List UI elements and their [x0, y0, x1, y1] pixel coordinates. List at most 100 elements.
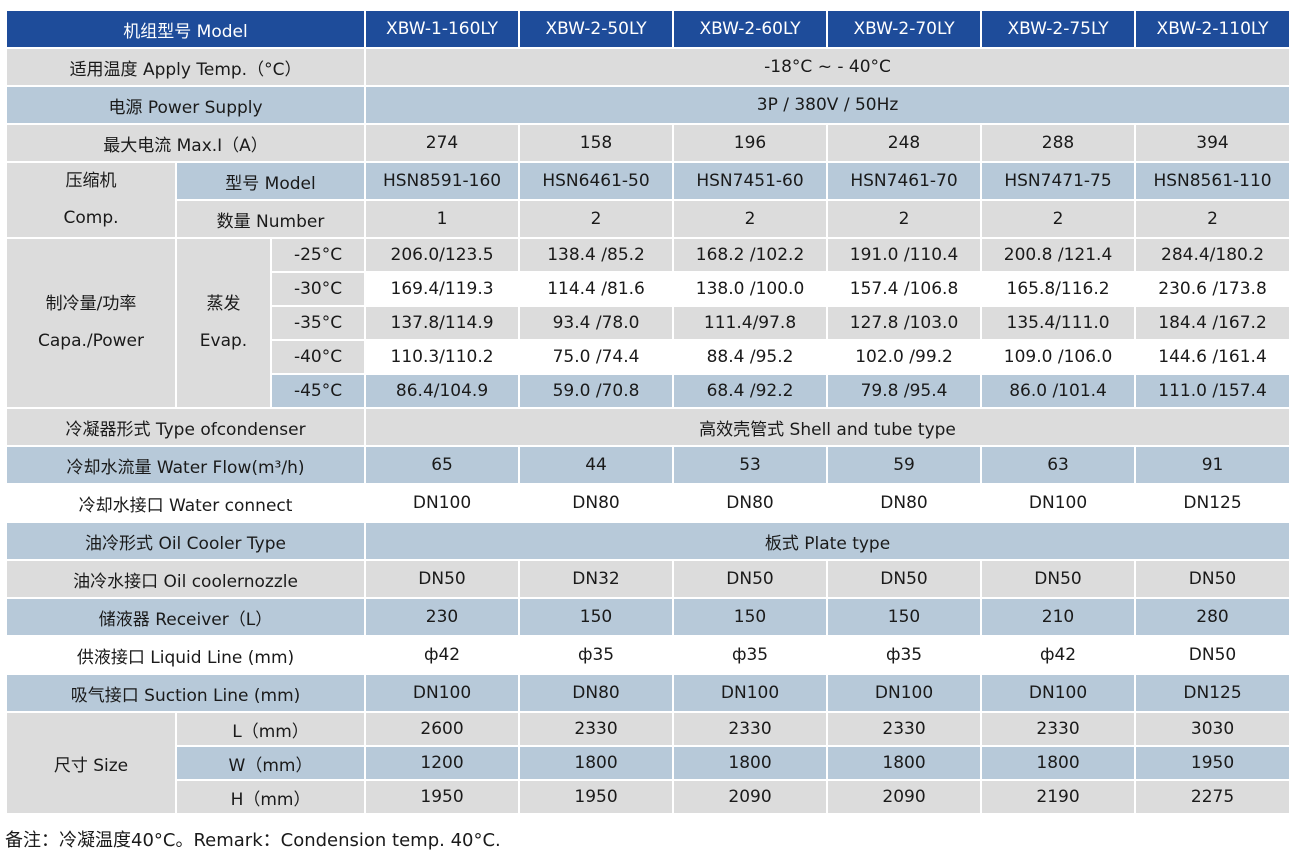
liquid-line-cell: ф35: [672, 635, 829, 675]
capacity-cell: 191.0 /110.4: [826, 237, 983, 273]
evap-temp: -35°C: [269, 305, 367, 341]
suction-line-label: 吸气接口 Suction Line (mm): [4, 673, 367, 713]
suction-line-cell: DN100: [672, 673, 829, 713]
water-flow-cell: 65: [364, 445, 521, 485]
compressor-model-cell: HSN6461-50: [518, 161, 675, 201]
capacity-cell: 284.4/180.2: [1134, 237, 1292, 273]
capacity-cell: 93.4 /78.0: [518, 305, 675, 341]
water-connect-label: 冷却水接口 Water connect: [4, 483, 367, 523]
size-cell: 2190: [980, 779, 1137, 815]
oil-cooler-type-row: 油冷形式 Oil Cooler Type 板式 Plate type: [4, 521, 1292, 561]
receiver-row: 储液器 Receiver（L） 230 150 150 150 210 280: [4, 597, 1292, 637]
capacity-cell: 75.0 /74.4: [518, 339, 675, 375]
water-flow-cell: 44: [518, 445, 675, 485]
max-current-cell: 158: [518, 123, 675, 163]
size-cell: 1800: [826, 745, 983, 781]
size-cell: 3030: [1134, 711, 1292, 747]
receiver-cell: 150: [672, 597, 829, 637]
evap-temp: -25°C: [269, 237, 367, 273]
capacity-row: -30°C 169.4/119.3 114.4 /81.6 138.0 /100…: [6, 271, 1292, 307]
suction-line-cell: DN100: [364, 673, 521, 713]
oil-cooler-type-label: 油冷形式 Oil Cooler Type: [4, 521, 367, 561]
compressor-label-cn: 压缩机: [65, 171, 117, 191]
capacity-cell: 184.4 /167.2: [1134, 305, 1292, 341]
liquid-line-cell: ф42: [364, 635, 521, 675]
liquid-line-cell: ф42: [980, 635, 1137, 675]
water-flow-cell: 63: [980, 445, 1137, 485]
compressor-model-cell: HSN7471-75: [980, 161, 1137, 201]
suction-line-row: 吸气接口 Suction Line (mm) DN100 DN80 DN100 …: [4, 673, 1292, 713]
size-cell: 2330: [826, 711, 983, 747]
oil-nozzle-cell: DN50: [1134, 559, 1292, 599]
capacity-row: 制冷量/功率 Capa./Power 蒸发 Evap. -25°C 206.0/…: [5, 237, 1292, 409]
size-row: 尺寸 Size L（mm） 2600 2330 2330 2330 2330 3…: [5, 711, 1292, 815]
oil-nozzle-cell: DN50: [672, 559, 829, 599]
capacity-cell: 169.4/119.3: [364, 271, 521, 307]
power-supply-row: 电源 Power Supply 3P / 380V / 50Hz: [4, 85, 1292, 125]
suction-line-cell: DN125: [1134, 673, 1292, 713]
oil-nozzle-cell: DN50: [364, 559, 521, 599]
size-cell: 1800: [980, 745, 1137, 781]
capacity-cell: 206.0/123.5: [364, 237, 521, 273]
size-cell: 2090: [672, 779, 829, 815]
size-cell: 1950: [1134, 745, 1292, 781]
size-dim: H（mm）: [174, 779, 367, 815]
model-header-label: 机组型号 Model: [4, 9, 367, 49]
model-header-5: XBW-2-75LY: [980, 9, 1137, 49]
capacity-label-cn: 制冷量/功率: [45, 294, 137, 314]
size-cell: 2090: [826, 779, 983, 815]
model-header-6: XBW-2-110LY: [1134, 9, 1292, 49]
size-dim: L（mm）: [174, 711, 367, 747]
receiver-cell: 150: [518, 597, 675, 637]
water-connect-cell: DN125: [1134, 483, 1292, 523]
capacity-row: -45°C 86.4/104.9 59.0 /70.8 68.4 /92.2 7…: [6, 373, 1292, 409]
evap-temp: -45°C: [269, 373, 367, 409]
suction-line-cell: DN100: [980, 673, 1137, 713]
size-cell: 1800: [518, 745, 675, 781]
capacity-cell: 138.4 /85.2: [518, 237, 675, 273]
size-dim: W（mm）: [174, 745, 367, 781]
capacity-cell: 138.0 /100.0: [672, 271, 829, 307]
size-label: 尺寸 Size: [5, 711, 177, 815]
capacity-row: -35°C 137.8/114.9 93.4 /78.0 111.4/97.8 …: [6, 305, 1292, 341]
size-cell: 2275: [1134, 779, 1292, 815]
liquid-line-cell: ф35: [826, 635, 983, 675]
size-cell: 1950: [364, 779, 521, 815]
size-cell: 1950: [518, 779, 675, 815]
compressor-number-row: 数量 Number 1 2 2 2 2 2: [6, 199, 1292, 239]
size-row: H（mm） 1950 1950 2090 2090 2190 2275: [6, 779, 1292, 815]
max-current-row: 最大电流 Max.I（A） 274 158 196 248 288 394: [4, 123, 1292, 163]
capacity-cell: 109.0 /106.0: [980, 339, 1137, 375]
compressor-number-label: 数量 Number: [174, 199, 367, 239]
max-current-cell: 248: [826, 123, 983, 163]
water-connect-cell: DN100: [980, 483, 1137, 523]
spec-table: 机组型号 Model XBW-1-160LY XBW-2-50LY XBW-2-…: [4, 9, 1292, 815]
water-flow-cell: 91: [1134, 445, 1292, 485]
liquid-line-cell: DN50: [1134, 635, 1292, 675]
compressor-number-cell: 2: [672, 199, 829, 239]
evap-temp: -40°C: [269, 339, 367, 375]
power-supply-label: 电源 Power Supply: [4, 85, 367, 125]
water-connect-cell: DN80: [826, 483, 983, 523]
liquid-line-row: 供液接口 Liquid Line (mm) ф42 ф35 ф35 ф35 ф4…: [4, 635, 1292, 675]
compressor-model-cell: HSN8591-160: [364, 161, 521, 201]
capacity-cell: 157.4 /106.8: [826, 271, 983, 307]
model-header-2: XBW-2-50LY: [518, 9, 675, 49]
liquid-line-cell: ф35: [518, 635, 675, 675]
capacity-cell: 110.3/110.2: [364, 339, 521, 375]
apply-temp-label: 适用温度 Apply Temp.（°C）: [4, 47, 367, 87]
water-flow-cell: 59: [826, 445, 983, 485]
evap-temp: -30°C: [269, 271, 367, 307]
remark-note: 备注：冷凝温度40°C。Remark：Condension temp. 40°C…: [5, 830, 501, 851]
capacity-cell: 230.6 /173.8: [1134, 271, 1292, 307]
size-cell: 2330: [980, 711, 1137, 747]
capacity-cell: 111.4/97.8: [672, 305, 829, 341]
compressor-model-label: 型号 Model: [174, 161, 367, 201]
water-connect-cell: DN100: [364, 483, 521, 523]
water-flow-row: 冷却水流量 Water Flow(m³/h) 65 44 53 59 63 91: [4, 445, 1292, 485]
apply-temp-row: 适用温度 Apply Temp.（°C） -18°C ~ - 40°C: [4, 47, 1292, 87]
oil-nozzle-cell: DN50: [980, 559, 1137, 599]
condenser-type-value: 高效壳管式 Shell and tube type: [364, 407, 1292, 447]
receiver-cell: 280: [1134, 597, 1292, 637]
capacity-cell: 79.8 /95.4: [826, 373, 983, 409]
